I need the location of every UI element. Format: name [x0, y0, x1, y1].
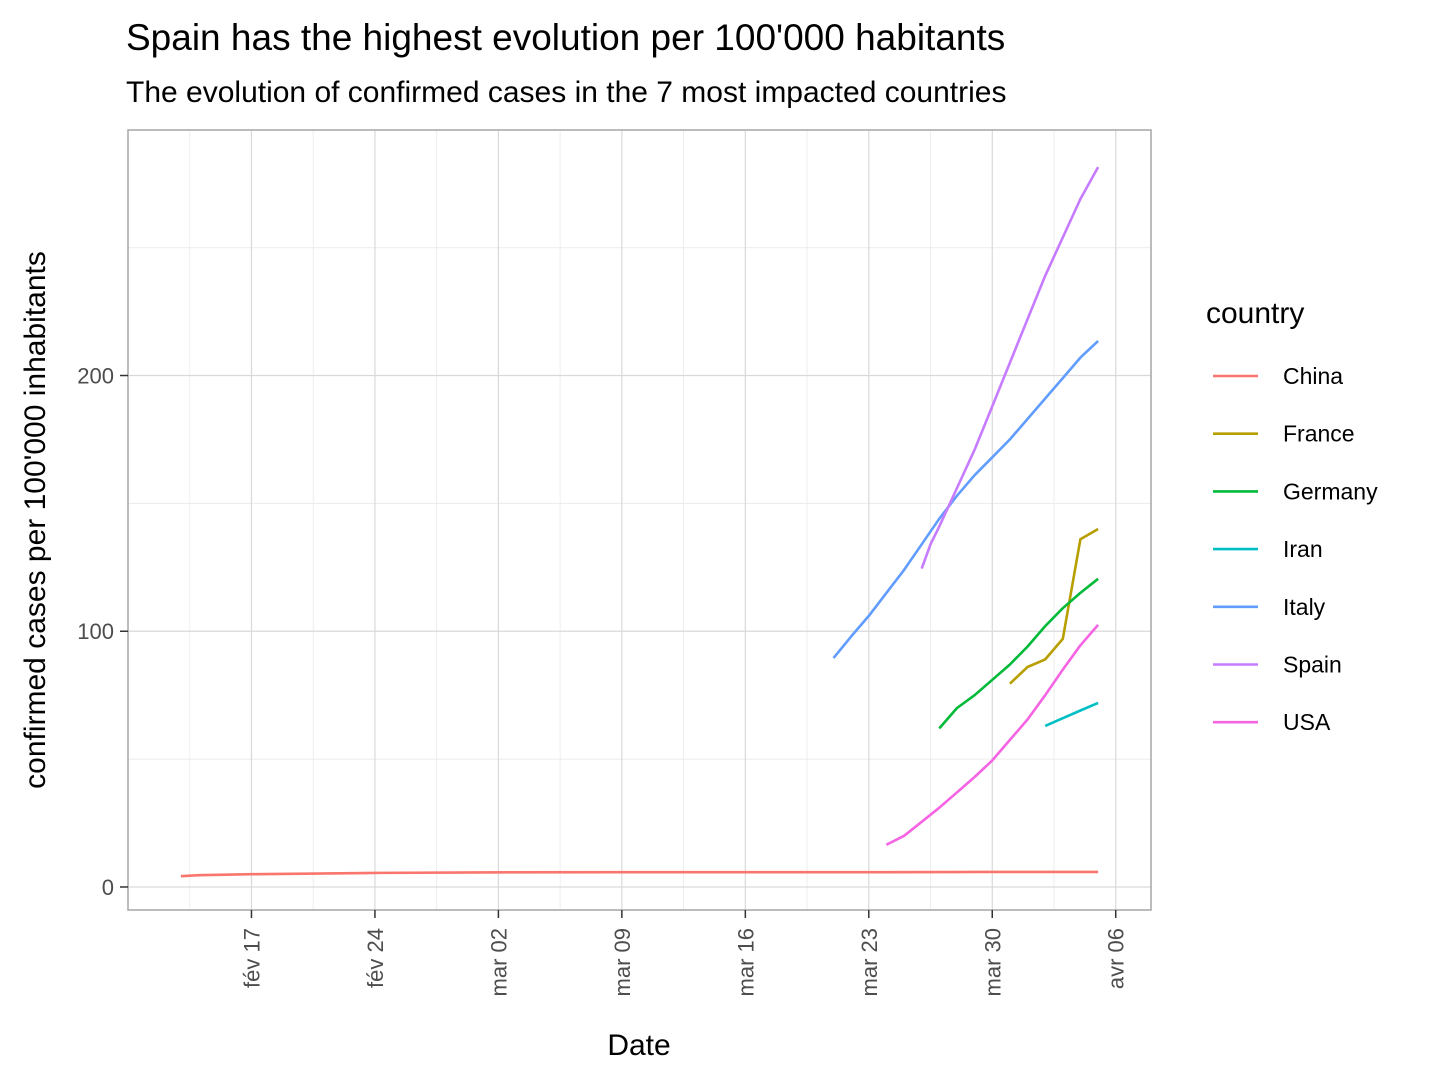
panel-border [127, 129, 1152, 911]
x-tick-label: fév 17 [239, 928, 264, 988]
chart-subtitle: The evolution of confirmed cases in the … [126, 76, 1006, 109]
series-line-italy [832, 340, 1099, 659]
chart-title: Spain has the highest evolution per 100'… [126, 17, 1005, 58]
series-line-france [1009, 527, 1099, 685]
legend-label-iran: Iran [1283, 536, 1323, 562]
x-tick-label: mar 16 [733, 928, 758, 996]
x-axis-title: Date [607, 1029, 670, 1062]
x-tick-label: fév 24 [363, 928, 388, 988]
legend-label-usa: USA [1283, 709, 1331, 735]
x-axis: fév 17 fév 24 mar 02 mar 09 mar 16 mar 23 mar … [239, 910, 1129, 996]
x-tick-label: avr 06 [1104, 928, 1129, 989]
legend-title: country [1206, 297, 1304, 330]
legend-label-italy: Italy [1283, 594, 1326, 620]
series-line-usa [885, 624, 1100, 846]
y-axis-title: confirmed cases per 100'000 inhabitants [19, 251, 52, 789]
y-axis: 0 100 200 [77, 364, 128, 900]
plot-panel [127, 129, 1152, 911]
legend: country China France Germany Iran Italy Spain… [1206, 297, 1378, 735]
x-tick-label: mar 09 [610, 928, 635, 996]
series-line-germany [938, 577, 1099, 730]
legend-label-spain: Spain [1283, 652, 1342, 678]
legend-label-germany: Germany [1283, 478, 1378, 504]
legend-label-china: China [1283, 363, 1343, 389]
y-tick-label: 200 [77, 364, 114, 389]
series-line-china [180, 870, 1099, 878]
legend-label-france: France [1283, 421, 1355, 447]
y-tick-label: 0 [102, 875, 114, 900]
series-line-iran [1044, 701, 1099, 728]
x-tick-label: mar 23 [857, 928, 882, 996]
series-line-spain [920, 166, 1100, 570]
gridlines [128, 130, 1151, 910]
series-lines [180, 166, 1100, 878]
x-tick-label: mar 02 [486, 928, 511, 996]
x-tick-label: mar 30 [980, 928, 1005, 996]
y-tick-label: 100 [77, 619, 114, 644]
